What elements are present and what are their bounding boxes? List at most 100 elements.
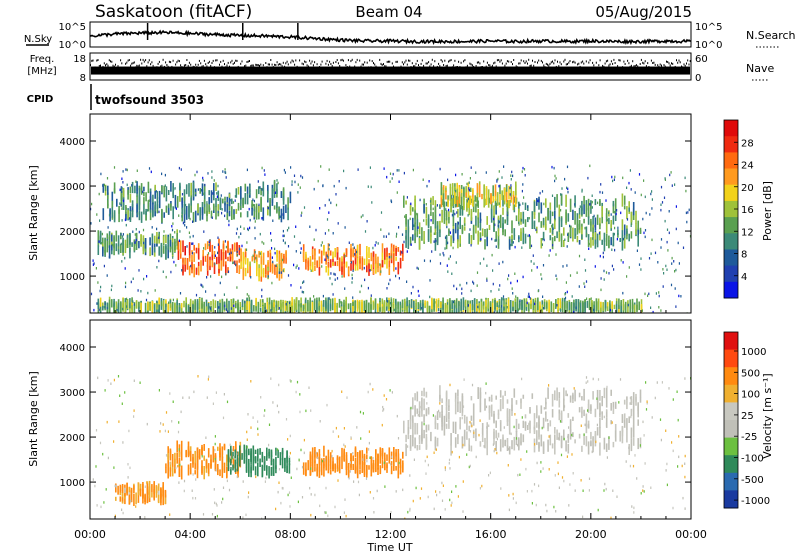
nave-point: [654, 63, 656, 66]
velocity-cell-4: [493, 428, 495, 439]
velocity-cell-4: [567, 443, 570, 454]
nave-point: [331, 65, 333, 67]
velocity-noise: [541, 426, 543, 430]
power-cell-4: [452, 228, 455, 239]
power-cell-7: [162, 303, 165, 313]
nave-point: [296, 65, 298, 68]
power-noise: [666, 240, 668, 244]
power-noise: [499, 284, 501, 287]
velocity-noise: [606, 456, 608, 459]
velocity-cell-3: [302, 462, 305, 475]
velocity-cell-4: [495, 395, 497, 400]
nave-point: [446, 64, 448, 67]
velocity-noise: [561, 476, 564, 479]
velocity-cell-4: [443, 422, 446, 436]
nave-point: [202, 65, 204, 68]
power-noise: [480, 238, 482, 241]
velocity-cell-1: [167, 446, 169, 457]
power-cell-3: [354, 254, 357, 266]
nave-point: [553, 62, 555, 65]
velocity-noise: [357, 480, 360, 484]
colorbar-swatch: [724, 437, 738, 456]
power-cell-4: [468, 233, 470, 244]
power-noise: [655, 292, 657, 295]
velocity-noise: [226, 479, 228, 483]
power-noise: [209, 207, 211, 211]
nave-point: [501, 62, 503, 65]
power-noise: [203, 230, 205, 233]
velocity-noise: [668, 387, 670, 390]
power-noise: [380, 270, 382, 273]
power-noise: [221, 275, 223, 279]
velocity-cell-4: [520, 436, 522, 442]
velocity-cell-3: [356, 456, 359, 470]
velocity-noise: [337, 435, 340, 438]
nave-point: [435, 67, 437, 70]
velocity-noise: [419, 497, 421, 500]
power-noise: [477, 305, 479, 309]
power-cell-1: [195, 267, 198, 275]
velocity-noise: [625, 460, 627, 463]
power-noise: [584, 269, 587, 272]
power-cell-5: [469, 187, 472, 192]
power-noise: [214, 262, 216, 266]
power-cell-2: [256, 258, 258, 270]
velocity-noise: [610, 516, 612, 519]
power-cell-7: [600, 301, 602, 308]
power-cell-4: [529, 235, 531, 249]
velocity-noise: [519, 473, 521, 476]
velocity-noise: [469, 464, 471, 468]
velocity-cell-4: [551, 443, 554, 449]
power-noise: [133, 303, 135, 306]
nave-point: [400, 65, 402, 68]
power-noise: [585, 280, 588, 283]
nave-point: [575, 67, 577, 70]
power-noise: [221, 208, 223, 211]
velocity-cell-4: [416, 391, 419, 402]
power-noise: [616, 209, 618, 212]
velocity-cell-2: [254, 456, 257, 464]
velocity-cell-4: [499, 390, 502, 398]
power-noise: [640, 193, 642, 197]
power-cell-3: [305, 256, 307, 270]
velocity-cell-1: [180, 465, 183, 480]
velocity-noise: [639, 444, 641, 447]
velocity-noise: [122, 441, 124, 444]
velocity-noise: [121, 508, 123, 511]
power-cell-4: [414, 222, 416, 236]
power-noise: [161, 172, 163, 176]
power-noise: [552, 227, 554, 230]
power-cell-4: [430, 226, 432, 233]
power-noise: [352, 269, 354, 272]
power-cell-6: [201, 183, 204, 196]
power-noise: [410, 202, 412, 206]
velocity-cell-4: [490, 404, 493, 417]
power-noise: [290, 166, 292, 169]
power-noise: [486, 277, 488, 281]
y-tick-label: 3000: [60, 388, 85, 399]
velocity-noise: [592, 377, 594, 381]
power-cell-4: [459, 204, 461, 216]
velocity-cell-4: [538, 441, 540, 452]
nave-point: [110, 60, 111, 63]
velocity-cell-3: [366, 464, 368, 475]
velocity-noise: [175, 466, 177, 470]
power-cell-2: [244, 267, 247, 277]
power-cell-4: [481, 228, 484, 237]
velocity-cell-1: [232, 455, 235, 469]
velocity-noise: [226, 400, 229, 404]
power-cell-3: [311, 253, 314, 260]
velocity-cell-0: [162, 490, 164, 497]
power-cell-4: [518, 208, 520, 222]
power-cell-1: [227, 256, 229, 262]
velocity-noise: [433, 507, 435, 511]
power-cell-4: [556, 194, 558, 208]
velocity-cell-4: [632, 405, 635, 419]
power-noise: [467, 304, 469, 307]
power-cell-7: [133, 302, 136, 313]
power-cell-6: [249, 184, 251, 195]
power-cell-5: [447, 195, 449, 204]
power-noise: [338, 180, 340, 183]
velocity-noise: [469, 421, 471, 424]
power-cell-6: [233, 214, 235, 220]
